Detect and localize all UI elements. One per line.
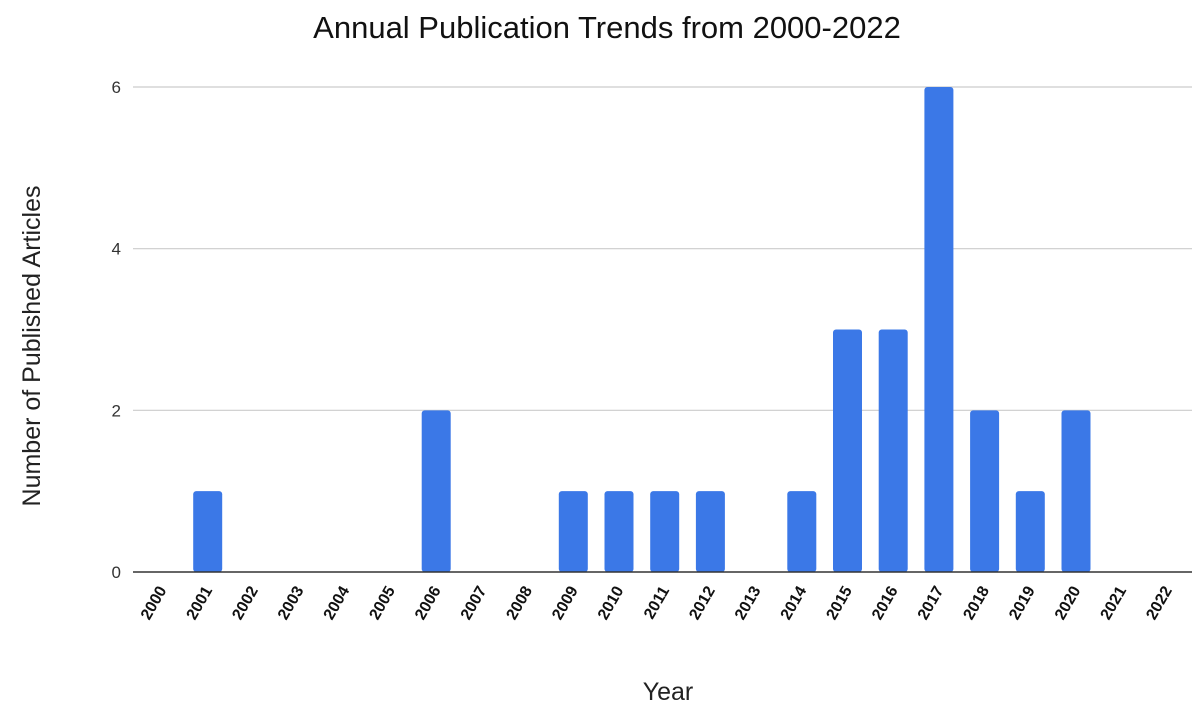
- bar-2017: [924, 87, 954, 572]
- y-tick-labels: 0 2 4 6: [112, 78, 121, 582]
- y-tick-label: 6: [112, 78, 121, 97]
- x-axis-title: Year: [643, 678, 694, 706]
- x-tick-label: 2006: [412, 583, 445, 622]
- x-tick-label: 2002: [229, 583, 262, 622]
- y-tick-label: 4: [112, 240, 121, 259]
- bar-2011: [650, 491, 680, 572]
- x-tick-label: 2008: [504, 583, 537, 622]
- x-tick-label: 2012: [686, 583, 719, 622]
- x-tick-label: 2018: [961, 583, 994, 622]
- bar-2016: [878, 329, 908, 572]
- bar-2001: [193, 491, 223, 572]
- y-axis-title: Number of Published Articles: [18, 186, 46, 507]
- y-tick-label: 0: [112, 563, 121, 582]
- x-tick-label: 2005: [366, 583, 399, 622]
- x-tick-label: 2014: [778, 583, 811, 622]
- bar-2018: [970, 410, 1000, 572]
- x-tick-label: 2022: [1143, 583, 1176, 622]
- bar-2009: [558, 491, 588, 572]
- bar-2015: [833, 329, 862, 572]
- y-tick-label: 2: [112, 401, 121, 420]
- x-tick-label: 2015: [823, 583, 856, 622]
- bar-2020: [1061, 410, 1091, 572]
- x-tick-label: 2019: [1006, 583, 1039, 622]
- bar-2019: [1015, 491, 1045, 572]
- x-tick-label: 2013: [732, 583, 765, 622]
- x-tick-label: 2000: [138, 583, 171, 622]
- x-tick-label: 2003: [275, 583, 308, 622]
- x-tick-label: 2011: [641, 583, 673, 622]
- x-tick-label: 2004: [321, 583, 354, 622]
- bar-2014: [787, 491, 817, 572]
- bar-2012: [695, 491, 725, 572]
- bars: [193, 87, 1091, 572]
- x-tick-label: 2010: [595, 583, 628, 622]
- x-tick-labels: 2000 2001 2002 2003 2004 2005 2006 2007 2008 2009…: [138, 583, 1176, 622]
- x-tick-label: 2009: [549, 583, 582, 622]
- x-tick-label: 2017: [915, 583, 948, 622]
- x-tick-label: 2007: [458, 583, 491, 622]
- x-tick-label: 2001: [184, 583, 217, 622]
- bar-2006: [421, 410, 451, 572]
- x-tick-label: 2016: [869, 583, 902, 622]
- bar-2010: [604, 491, 634, 572]
- x-tick-label: 2020: [1052, 583, 1085, 622]
- x-tick-label: 2021: [1098, 583, 1131, 622]
- chart-title: Annual Publication Trends from 2000-2022: [313, 10, 901, 45]
- gridlines: [133, 86, 1192, 411]
